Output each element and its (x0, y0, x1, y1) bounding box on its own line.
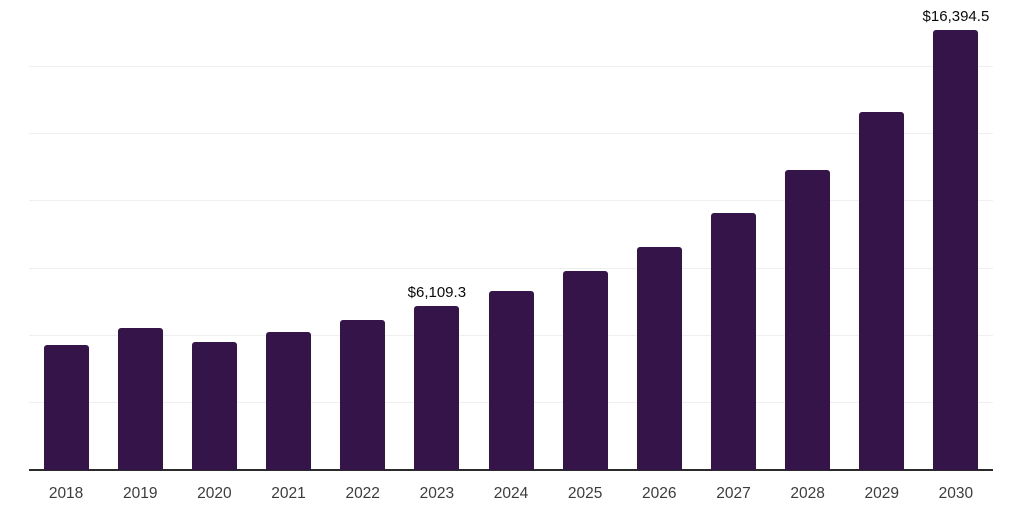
bar-2029 (859, 111, 905, 470)
gridline (29, 267, 993, 269)
gridline (29, 66, 993, 68)
bar-2027 (710, 213, 756, 470)
x-tick-label-2029: 2029 (864, 485, 900, 502)
x-tick-label-2022: 2022 (345, 485, 380, 502)
x-tick-label-2018: 2018 (48, 485, 84, 502)
bar-2020 (191, 342, 237, 470)
x-tick-label-2027: 2027 (716, 485, 751, 502)
bar-2028 (785, 169, 831, 470)
bar-2030 (933, 29, 979, 470)
x-tick-label-2021: 2021 (271, 485, 306, 502)
bar-value-label-2023: $6,109.3 (407, 283, 467, 301)
bar-2022 (340, 319, 386, 470)
x-tick-label-2023: 2023 (419, 485, 455, 502)
x-tick-label-2026: 2026 (642, 485, 677, 502)
plot-area: $6,109.3 $16,394.5 (29, 0, 993, 471)
bar-2021 (266, 331, 312, 470)
x-tick-label-2020: 2020 (197, 485, 232, 502)
bar-value-label-2030: $16,394.5 (922, 7, 990, 25)
x-axis-line (29, 469, 993, 471)
x-tick-label-2025: 2025 (567, 485, 603, 502)
x-tick-label-2030: 2030 (938, 485, 974, 502)
bar-2023 (414, 305, 460, 470)
gridline (29, 133, 993, 135)
x-tick-label-2028: 2028 (790, 485, 825, 502)
x-tick-label-2019: 2019 (122, 485, 158, 502)
bar-2018 (43, 345, 89, 470)
x-tick-label-2024: 2024 (493, 485, 529, 502)
bar-2019 (117, 328, 163, 470)
bar-2025 (562, 270, 608, 470)
bar-2026 (636, 246, 682, 470)
bar-2024 (488, 290, 534, 470)
gridline (29, 200, 993, 202)
